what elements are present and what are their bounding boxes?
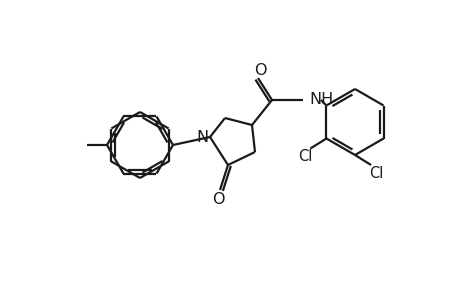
Text: O: O	[211, 191, 224, 206]
Text: O: O	[253, 62, 266, 77]
Text: Cl: Cl	[368, 166, 382, 181]
Text: Cl: Cl	[297, 149, 312, 164]
Text: NH: NH	[308, 92, 332, 106]
Text: N: N	[196, 130, 207, 145]
